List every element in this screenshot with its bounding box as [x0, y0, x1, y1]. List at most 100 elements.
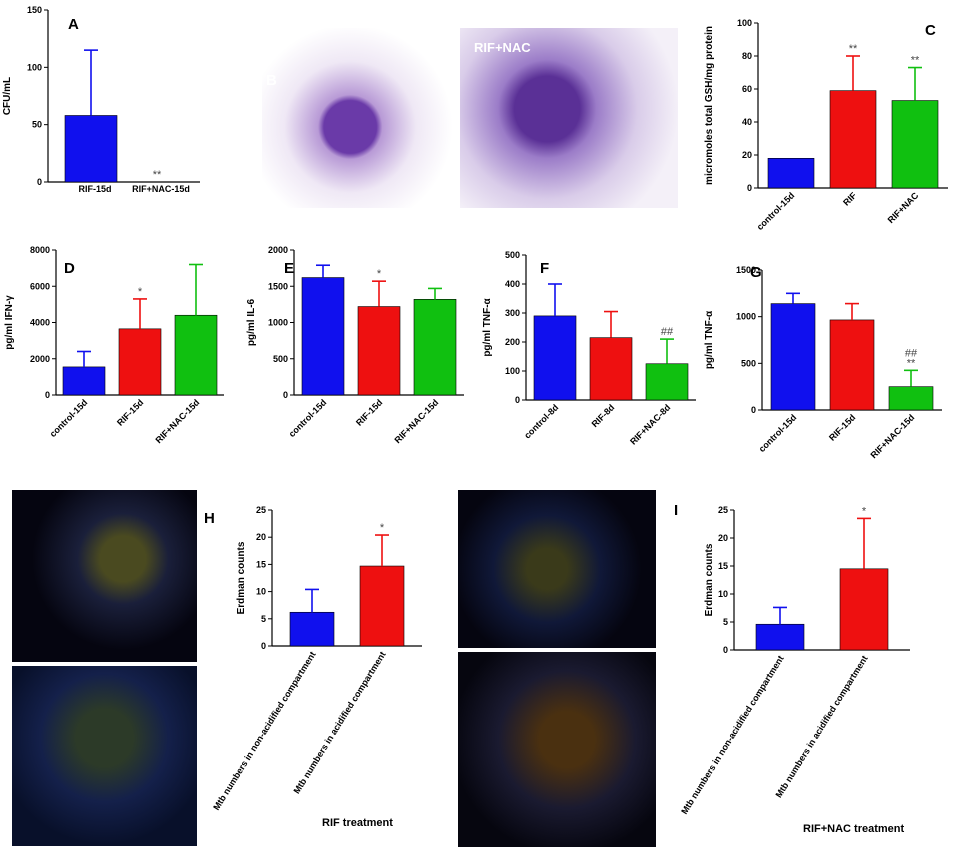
- bar: [64, 115, 118, 183]
- bar: [413, 298, 457, 396]
- x-category-label: RIF-15d: [354, 397, 384, 427]
- panel-letter-E: E: [284, 260, 295, 277]
- y-axis-label: pg/ml TNF-α: [704, 310, 715, 369]
- fluorescence-image-rif-top: [12, 490, 197, 662]
- y-tick-label: 10: [256, 587, 266, 597]
- significance-mark: **: [907, 357, 916, 369]
- bar: [301, 277, 345, 396]
- chart-panel-H: H 0 5 10 15 20 25 Erdman counts Mtb numbers in …: [200, 490, 460, 855]
- bar-chart-A: 0 50 100 150 CFU/mL RIF-15d ** RIF+NAC-15d: [2, 5, 200, 194]
- y-tick-label: 400: [505, 279, 520, 289]
- x-category-label: Mtb numbers in non-acidified compartment: [679, 654, 786, 816]
- bar: [770, 303, 816, 411]
- y-tick-label: 2000: [30, 354, 50, 364]
- y-tick-label: 5: [261, 614, 266, 624]
- y-tick-label: 500: [273, 354, 288, 364]
- y-axis-label: Erdman counts: [236, 541, 247, 614]
- y-tick-label: 15: [718, 561, 728, 571]
- y-tick-label: 0: [45, 390, 50, 400]
- y-tick-label: 4000: [30, 318, 50, 328]
- bar: [589, 337, 633, 401]
- bar: [62, 366, 106, 396]
- y-tick-label: 0: [261, 641, 266, 651]
- panel-letter-F: F: [540, 260, 550, 277]
- x-category-label: control-15d: [48, 397, 90, 439]
- x-category-label: control-8d: [522, 402, 560, 440]
- panel-letter-A: A: [68, 16, 79, 33]
- y-tick-label: 100: [737, 18, 752, 28]
- fluorescence-image-rif-nac-bottom: [458, 652, 656, 847]
- x-category-label: RIF: [841, 190, 859, 208]
- chart-panel-A: A 0 50 100 150 CFU/mL RIF-15d ** RIF+NAC-15d: [0, 0, 210, 225]
- y-tick-label: 50: [32, 120, 42, 130]
- x-category-label: RIF-15d: [115, 397, 145, 427]
- y-axis-label: pg/ml TNF-α: [482, 297, 493, 356]
- micrograph-label-rif: RIF: [266, 40, 287, 55]
- y-tick-label: 8000: [30, 245, 50, 255]
- micrograph-label-rif-nac: RIF+NAC: [474, 40, 531, 55]
- bar-chart-D: 0 2000 4000 6000 8000 pg/ml IFN-γ control-15d *…: [4, 245, 224, 445]
- y-tick-label: 1500: [736, 265, 756, 275]
- y-tick-label: 6000: [30, 281, 50, 291]
- panel-letter-C: C: [925, 22, 936, 39]
- y-tick-label: 10: [718, 589, 728, 599]
- significance-mark: *: [380, 522, 385, 534]
- x-category-label: RIF+NAC-15d: [868, 412, 916, 460]
- x-category-label: RIF-15d: [827, 412, 857, 442]
- caption-rif-treatment: RIF treatment: [322, 817, 393, 829]
- y-tick-label: 0: [515, 395, 520, 405]
- micrograph-rif-nac: [460, 28, 678, 208]
- y-tick-label: 25: [718, 505, 728, 515]
- bar-chart-I: 0 5 10 15 20 25 Erdman counts Mtb numbers in no…: [679, 505, 910, 816]
- micrograph-rif: [262, 28, 458, 208]
- y-tick-label: 60: [742, 84, 752, 94]
- x-category-label: control-15d: [287, 397, 329, 439]
- chart-panel-C: C 0 20 40 60 80 100 micromoles total GSH/mg pr…: [700, 0, 963, 240]
- bar: [839, 568, 889, 651]
- y-tick-label: 200: [505, 337, 520, 347]
- bar: [891, 100, 939, 189]
- panel-letter-B: B: [266, 72, 277, 89]
- chart-panel-F: F 0 100 200 300 400 500 pg/ml TNF-α control-8d R…: [480, 242, 720, 477]
- y-tick-label: 5: [723, 617, 728, 627]
- significance-mark: **: [911, 55, 920, 67]
- x-category-label: RIF+NAC: [886, 190, 921, 225]
- bar: [118, 328, 162, 396]
- fluorescence-image-rif-nac-top: [458, 490, 656, 648]
- chart-panel-I: I 0 5 10 15 20 25 Erdman counts Mtb numbers in …: [660, 490, 963, 855]
- bar: [829, 90, 877, 189]
- y-axis-label: CFU/mL: [2, 77, 13, 115]
- y-tick-label: 1000: [268, 318, 288, 328]
- bar: [888, 386, 934, 411]
- y-tick-label: 20: [718, 533, 728, 543]
- y-tick-label: 40: [742, 117, 752, 127]
- significance-mark: ##: [905, 347, 918, 359]
- bar: [359, 565, 405, 647]
- y-axis-label: Erdman counts: [704, 543, 715, 616]
- y-axis-label: micromoles total GSH/mg protein: [704, 26, 715, 185]
- y-tick-label: 20: [742, 150, 752, 160]
- y-tick-label: 0: [37, 177, 42, 187]
- chart-panel-D: D 0 2000 4000 6000 8000 pg/ml IFN-γ control-15…: [0, 242, 240, 477]
- bar: [357, 306, 401, 396]
- y-tick-label: 1500: [268, 281, 288, 291]
- y-tick-label: 100: [27, 62, 42, 72]
- y-tick-label: 0: [751, 405, 756, 415]
- x-category-label: RIF-8d: [590, 402, 617, 429]
- x-category-label: RIF+NAC-15d: [132, 184, 190, 194]
- bar: [829, 319, 875, 411]
- fluorescence-image-rif-bottom: [12, 666, 197, 846]
- chart-panel-E: E 0 500 1000 1500 2000 pg/ml IL-6 control-15d *…: [240, 242, 480, 477]
- y-tick-label: 150: [27, 5, 42, 15]
- x-category-label: control-15d: [757, 412, 799, 454]
- bar: [755, 623, 805, 651]
- panel-letter-H: H: [204, 510, 215, 527]
- y-tick-label: 20: [256, 532, 266, 542]
- x-category-label: RIF-15d: [78, 184, 111, 194]
- y-tick-label: 25: [256, 505, 266, 515]
- bar-chart-E: 0 500 1000 1500 2000 pg/ml IL-6 control-15d * RI…: [246, 245, 464, 445]
- y-tick-label: 100: [505, 366, 520, 376]
- y-tick-label: 1000: [736, 312, 756, 322]
- x-category-label: Mtb numbers in acidified compartment: [773, 654, 869, 800]
